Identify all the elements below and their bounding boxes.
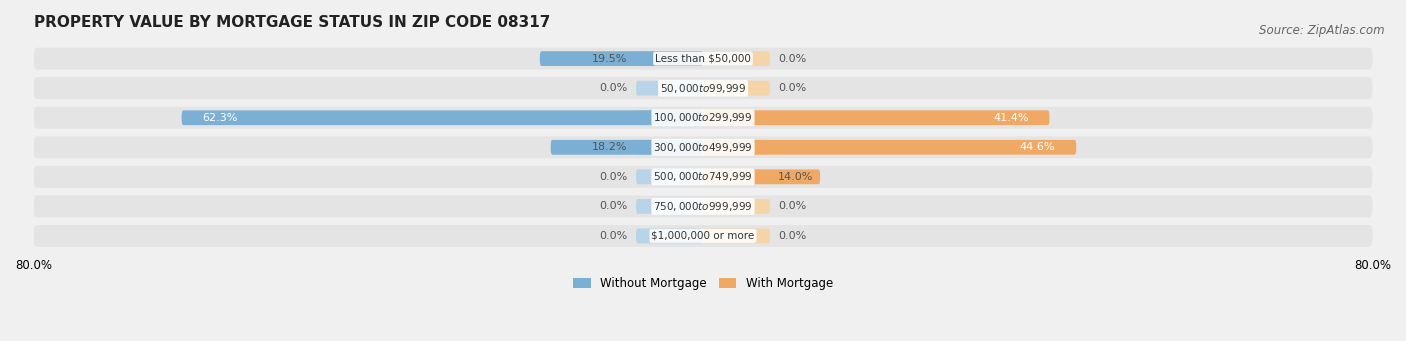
Text: Less than $50,000: Less than $50,000	[655, 54, 751, 64]
FancyBboxPatch shape	[703, 169, 820, 184]
FancyBboxPatch shape	[34, 195, 1372, 217]
FancyBboxPatch shape	[703, 110, 1049, 125]
Text: 0.0%: 0.0%	[779, 231, 807, 241]
FancyBboxPatch shape	[551, 140, 703, 155]
FancyBboxPatch shape	[34, 225, 1372, 247]
Text: 0.0%: 0.0%	[779, 54, 807, 64]
Text: 18.2%: 18.2%	[592, 142, 627, 152]
Text: 19.5%: 19.5%	[592, 54, 627, 64]
FancyBboxPatch shape	[636, 169, 703, 184]
FancyBboxPatch shape	[703, 140, 770, 155]
FancyBboxPatch shape	[636, 51, 703, 66]
Text: $100,000 to $299,999: $100,000 to $299,999	[654, 111, 752, 124]
FancyBboxPatch shape	[636, 110, 703, 125]
FancyBboxPatch shape	[34, 107, 1372, 129]
Legend: Without Mortgage, With Mortgage: Without Mortgage, With Mortgage	[568, 272, 838, 295]
Text: $750,000 to $999,999: $750,000 to $999,999	[654, 200, 752, 213]
Text: $50,000 to $99,999: $50,000 to $99,999	[659, 82, 747, 95]
FancyBboxPatch shape	[34, 166, 1372, 188]
Text: 0.0%: 0.0%	[599, 202, 627, 211]
FancyBboxPatch shape	[34, 77, 1372, 99]
Text: 0.0%: 0.0%	[779, 202, 807, 211]
Text: $1,000,000 or more: $1,000,000 or more	[651, 231, 755, 241]
Text: 0.0%: 0.0%	[599, 83, 627, 93]
FancyBboxPatch shape	[703, 81, 770, 95]
FancyBboxPatch shape	[703, 51, 770, 66]
FancyBboxPatch shape	[703, 140, 1076, 155]
Text: $300,000 to $499,999: $300,000 to $499,999	[654, 141, 752, 154]
FancyBboxPatch shape	[636, 81, 703, 95]
FancyBboxPatch shape	[703, 199, 770, 214]
FancyBboxPatch shape	[181, 110, 703, 125]
FancyBboxPatch shape	[636, 228, 703, 243]
FancyBboxPatch shape	[703, 169, 770, 184]
Text: $500,000 to $749,999: $500,000 to $749,999	[654, 170, 752, 183]
Text: 0.0%: 0.0%	[599, 172, 627, 182]
FancyBboxPatch shape	[34, 48, 1372, 70]
FancyBboxPatch shape	[636, 140, 703, 155]
Text: PROPERTY VALUE BY MORTGAGE STATUS IN ZIP CODE 08317: PROPERTY VALUE BY MORTGAGE STATUS IN ZIP…	[34, 15, 550, 30]
FancyBboxPatch shape	[540, 51, 703, 66]
Text: 41.4%: 41.4%	[993, 113, 1029, 123]
Text: 0.0%: 0.0%	[779, 83, 807, 93]
Text: 0.0%: 0.0%	[599, 231, 627, 241]
FancyBboxPatch shape	[34, 136, 1372, 158]
FancyBboxPatch shape	[703, 110, 770, 125]
FancyBboxPatch shape	[703, 228, 770, 243]
Text: 44.6%: 44.6%	[1019, 142, 1056, 152]
Text: 14.0%: 14.0%	[779, 172, 814, 182]
FancyBboxPatch shape	[636, 199, 703, 214]
Text: Source: ZipAtlas.com: Source: ZipAtlas.com	[1260, 24, 1385, 37]
Text: 62.3%: 62.3%	[202, 113, 238, 123]
